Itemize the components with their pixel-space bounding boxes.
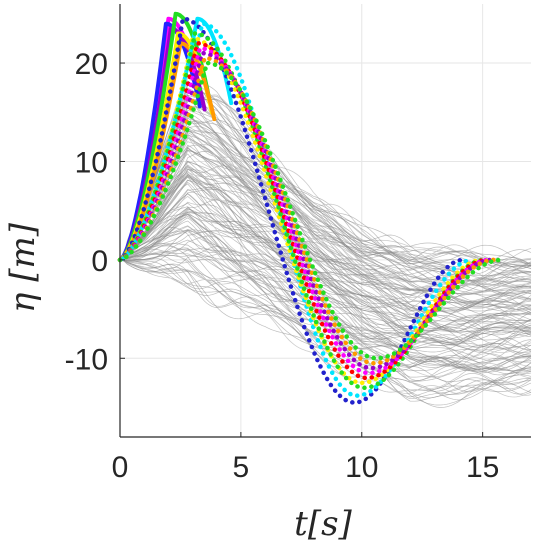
- background-trace: [119, 149, 532, 312]
- y-tick-label: 0: [91, 245, 108, 278]
- background-trace: [119, 141, 532, 292]
- background-trace: [119, 180, 532, 336]
- background-trace: [119, 168, 531, 319]
- series-line-16: [117, 60, 504, 361]
- x-tick-labels: 0 5 10 15: [112, 451, 500, 484]
- background-trace: [119, 183, 532, 346]
- background-trace: [119, 259, 532, 393]
- background-trace: [119, 201, 532, 348]
- background-trace: [119, 160, 532, 313]
- background-trace: [119, 134, 532, 293]
- background-trace: [119, 161, 532, 332]
- background-trace: [119, 118, 532, 282]
- background-trace: [119, 212, 532, 341]
- background-trace: [119, 144, 532, 316]
- background-trace: [119, 137, 532, 299]
- axes: [119, 4, 531, 438]
- background-trace: [119, 259, 532, 408]
- y-tick-label: 10: [75, 146, 108, 179]
- series-group: [117, 11, 504, 405]
- background-trace: [119, 173, 532, 323]
- background-trace: [120, 245, 532, 382]
- background-trace: [119, 207, 532, 346]
- background-trace: [119, 189, 532, 336]
- background-trace: [119, 175, 532, 316]
- background-trace: [119, 213, 532, 353]
- background-trace: [119, 175, 532, 322]
- x-axis-label: t[s]: [294, 504, 352, 544]
- y-tick-label: 20: [75, 48, 108, 81]
- background-trace: [119, 231, 532, 375]
- background-trace: [119, 165, 532, 312]
- background-trace: [119, 150, 532, 314]
- y-tick-labels: -10 0 10 20: [65, 48, 108, 376]
- series-line-8: [117, 16, 465, 405]
- series-line-15: [117, 55, 496, 366]
- series-line-11: [117, 31, 487, 391]
- background-trace: [120, 259, 532, 399]
- background-trace: [119, 243, 532, 372]
- x-tick-label: 5: [233, 451, 250, 484]
- background-trace: [119, 189, 532, 335]
- y-tick-label: -10: [65, 343, 108, 376]
- x-tick-label: 10: [345, 451, 378, 484]
- x-tick-label: 15: [466, 451, 499, 484]
- background-trace: [119, 255, 532, 386]
- background-trace: [119, 174, 532, 332]
- background-trace: [119, 230, 532, 362]
- background-trace: [119, 253, 532, 374]
- x-tick-label: 0: [112, 451, 129, 484]
- background-trace: [119, 181, 532, 334]
- series-line-14: [117, 50, 494, 371]
- y-axis-label: η [m]: [3, 222, 43, 313]
